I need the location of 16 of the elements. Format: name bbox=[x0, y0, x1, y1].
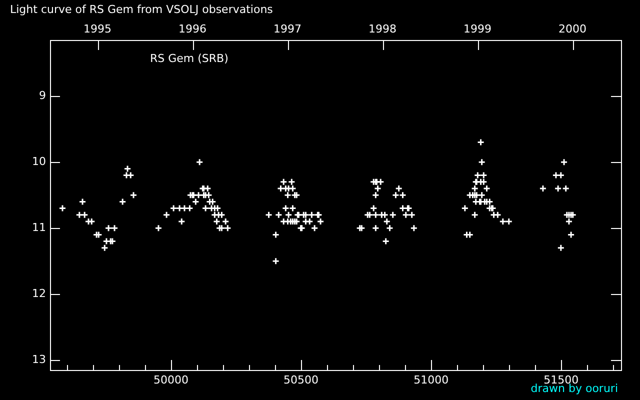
x-tick-label: 50000 bbox=[153, 373, 188, 386]
annotation: RS Gem (SRB) bbox=[150, 52, 228, 65]
x-tick-label: 50500 bbox=[284, 373, 319, 386]
x-tick-label: 51000 bbox=[414, 373, 449, 386]
x2-tick-label: 2000 bbox=[558, 22, 587, 36]
x2-tick-label: 1996 bbox=[178, 22, 207, 36]
y-tick-label: 11 bbox=[32, 220, 46, 234]
x2-tick-label: 1999 bbox=[464, 22, 492, 36]
x2-tick-label: 1997 bbox=[274, 22, 302, 36]
y-tick-label: 12 bbox=[32, 286, 46, 300]
x2-tick-label: 1995 bbox=[84, 22, 112, 36]
x2-tick-label: 1998 bbox=[368, 22, 397, 36]
chart-title: Light curve of RS Gem from VSOLJ observations bbox=[10, 3, 273, 16]
y-tick-label: 13 bbox=[32, 352, 46, 366]
y-tick-label: 9 bbox=[39, 88, 46, 102]
y-tick-label: 10 bbox=[32, 154, 46, 168]
